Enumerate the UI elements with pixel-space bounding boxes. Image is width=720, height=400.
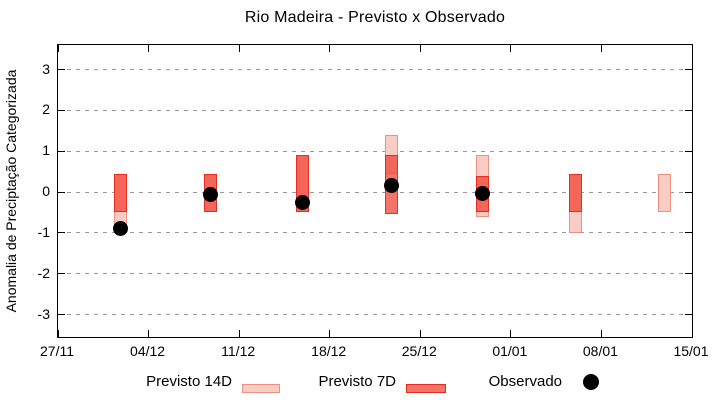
legend-key-observado-dot — [583, 374, 599, 390]
x-tick-mark — [238, 45, 240, 52]
previsto-14d-bar — [658, 173, 672, 213]
y-tick-mark — [685, 314, 692, 316]
y-tick-label: -3 — [37, 305, 50, 322]
x-tick-mark — [329, 330, 331, 337]
x-tick-mark — [600, 330, 602, 337]
y-tick-mark — [58, 109, 65, 111]
y-tick-label: -1 — [37, 223, 50, 240]
x-tick-label: 15/01 — [673, 343, 709, 359]
x-tick-mark — [148, 45, 150, 52]
y-tick-label: 1 — [42, 142, 50, 159]
x-tick-mark — [238, 330, 240, 337]
y-tick-mark — [58, 150, 65, 152]
gridline — [58, 273, 692, 275]
x-tick-label: 11/12 — [221, 343, 256, 359]
gridline — [58, 109, 692, 111]
observado-dot — [203, 186, 219, 202]
legend-key-previsto-7d — [406, 384, 446, 393]
observado-dot — [295, 194, 311, 210]
gridline — [58, 232, 692, 234]
x-tick-mark — [329, 45, 331, 52]
y-tick-mark — [685, 69, 692, 70]
previsto-7d-bar — [113, 173, 127, 213]
gridline — [58, 69, 692, 70]
observado-dot — [112, 221, 128, 237]
y-tick-label: -2 — [37, 264, 50, 281]
x-tick-label: 18/12 — [311, 343, 347, 359]
observado-dot — [474, 185, 490, 201]
y-tick-mark — [685, 150, 692, 152]
y-tick-mark — [58, 314, 65, 316]
legend-label-previsto-14d: Previsto 14D — [146, 373, 232, 390]
gridline — [58, 314, 692, 316]
x-tick-label: 27/11 — [40, 343, 74, 359]
y-tick-mark — [685, 232, 692, 234]
y-tick-mark — [58, 191, 65, 193]
y-tick-mark — [685, 191, 692, 193]
y-tick-label: 0 — [42, 183, 50, 200]
observado-dot — [384, 178, 400, 194]
y-tick-label: 2 — [42, 101, 50, 118]
x-tick-mark — [419, 330, 421, 337]
y-tick-label: 3 — [42, 60, 50, 77]
x-tick-mark — [57, 330, 59, 337]
y-tick-mark — [58, 273, 65, 275]
legend-label-observado: Observado — [488, 373, 562, 390]
x-tick-mark — [57, 45, 59, 52]
plot-area — [57, 44, 693, 338]
x-tick-label: 25/12 — [401, 343, 437, 359]
x-tick-mark — [510, 330, 512, 337]
x-tick-mark — [419, 45, 421, 52]
x-tick-mark — [691, 330, 693, 337]
x-tick-label: 04/12 — [130, 343, 166, 359]
previsto-7d-bar — [569, 173, 583, 213]
gridline — [58, 150, 692, 152]
x-tick-label: 08/01 — [582, 343, 618, 359]
gridline — [58, 191, 692, 193]
legend-label-previsto-7d: Previsto 7D — [318, 373, 396, 390]
y-tick-mark — [58, 69, 65, 70]
y-tick-mark — [58, 232, 65, 234]
chart-title: Rio Madeira - Previsto x Observado — [244, 9, 506, 26]
x-tick-mark — [510, 45, 512, 52]
y-tick-mark — [685, 273, 692, 275]
x-tick-mark — [600, 45, 602, 52]
y-tick-mark — [685, 109, 692, 111]
x-tick-mark — [148, 330, 150, 337]
legend-key-previsto-14d — [242, 384, 280, 393]
x-tick-label: 01/01 — [492, 343, 528, 359]
x-tick-mark — [691, 45, 693, 52]
